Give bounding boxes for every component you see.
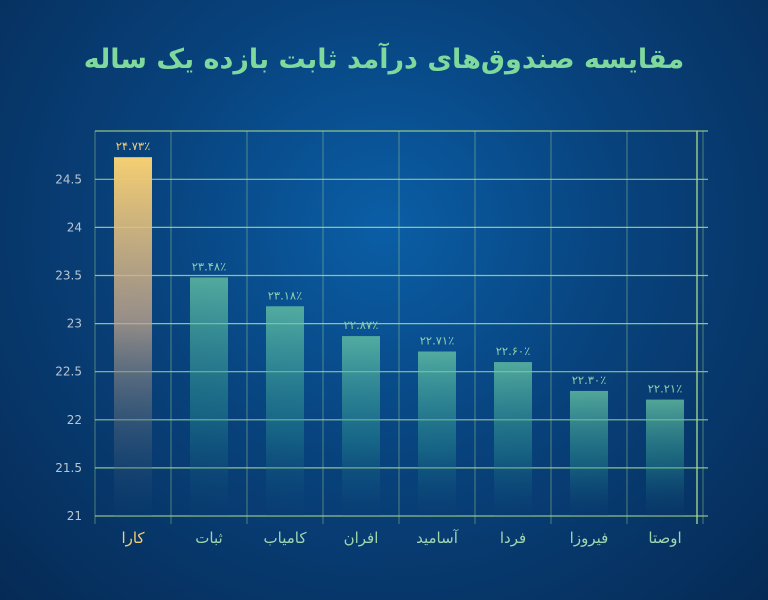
- value-label: ۲۲.۸۷٪: [344, 318, 379, 332]
- value-label: ۲۳.۴۸٪: [192, 259, 227, 273]
- x-tick-label: فردا: [500, 529, 526, 547]
- value-label: ۲۲.۳۰٪: [572, 373, 607, 387]
- bar: [570, 390, 608, 516]
- x-tick-label: کامیاب: [264, 529, 308, 547]
- bar: [266, 306, 304, 516]
- bar: [190, 277, 228, 516]
- bar: [646, 399, 684, 516]
- y-tick-label: 24.5: [55, 172, 82, 186]
- bar: [342, 336, 380, 516]
- y-tick-label: 24: [67, 220, 82, 234]
- value-label: ۲۲.۲۱٪: [648, 382, 683, 396]
- bar: [114, 157, 152, 516]
- bar: [494, 362, 532, 516]
- x-tick-label: کارا: [121, 529, 145, 547]
- y-tick-label: 21: [67, 509, 82, 523]
- y-tick-label: 22: [67, 413, 82, 427]
- x-tick-label: آسامید: [416, 529, 459, 547]
- chart-title: مقایسه صندوق‌های درآمد ثابت بازده یک سال…: [83, 44, 685, 75]
- x-tick-label: ثبات: [195, 529, 222, 547]
- value-label: ۲۲.۷۱٪: [420, 333, 455, 347]
- x-tick-label: اوصتا: [648, 529, 681, 547]
- value-label: ۲۳.۱۸٪: [268, 288, 303, 302]
- value-label: ۲۲.۶۰٪: [496, 344, 531, 358]
- x-tick-label: افران: [344, 529, 379, 547]
- y-tick-label: 22.5: [55, 365, 82, 379]
- bar: [418, 351, 456, 516]
- value-label: ۲۴.۷۳٪: [116, 139, 151, 153]
- y-tick-label: 21.5: [55, 461, 82, 475]
- y-tick-label: 23.5: [55, 269, 82, 283]
- x-tick-label: فیروزا: [570, 529, 609, 547]
- y-tick-label: 23: [67, 317, 82, 331]
